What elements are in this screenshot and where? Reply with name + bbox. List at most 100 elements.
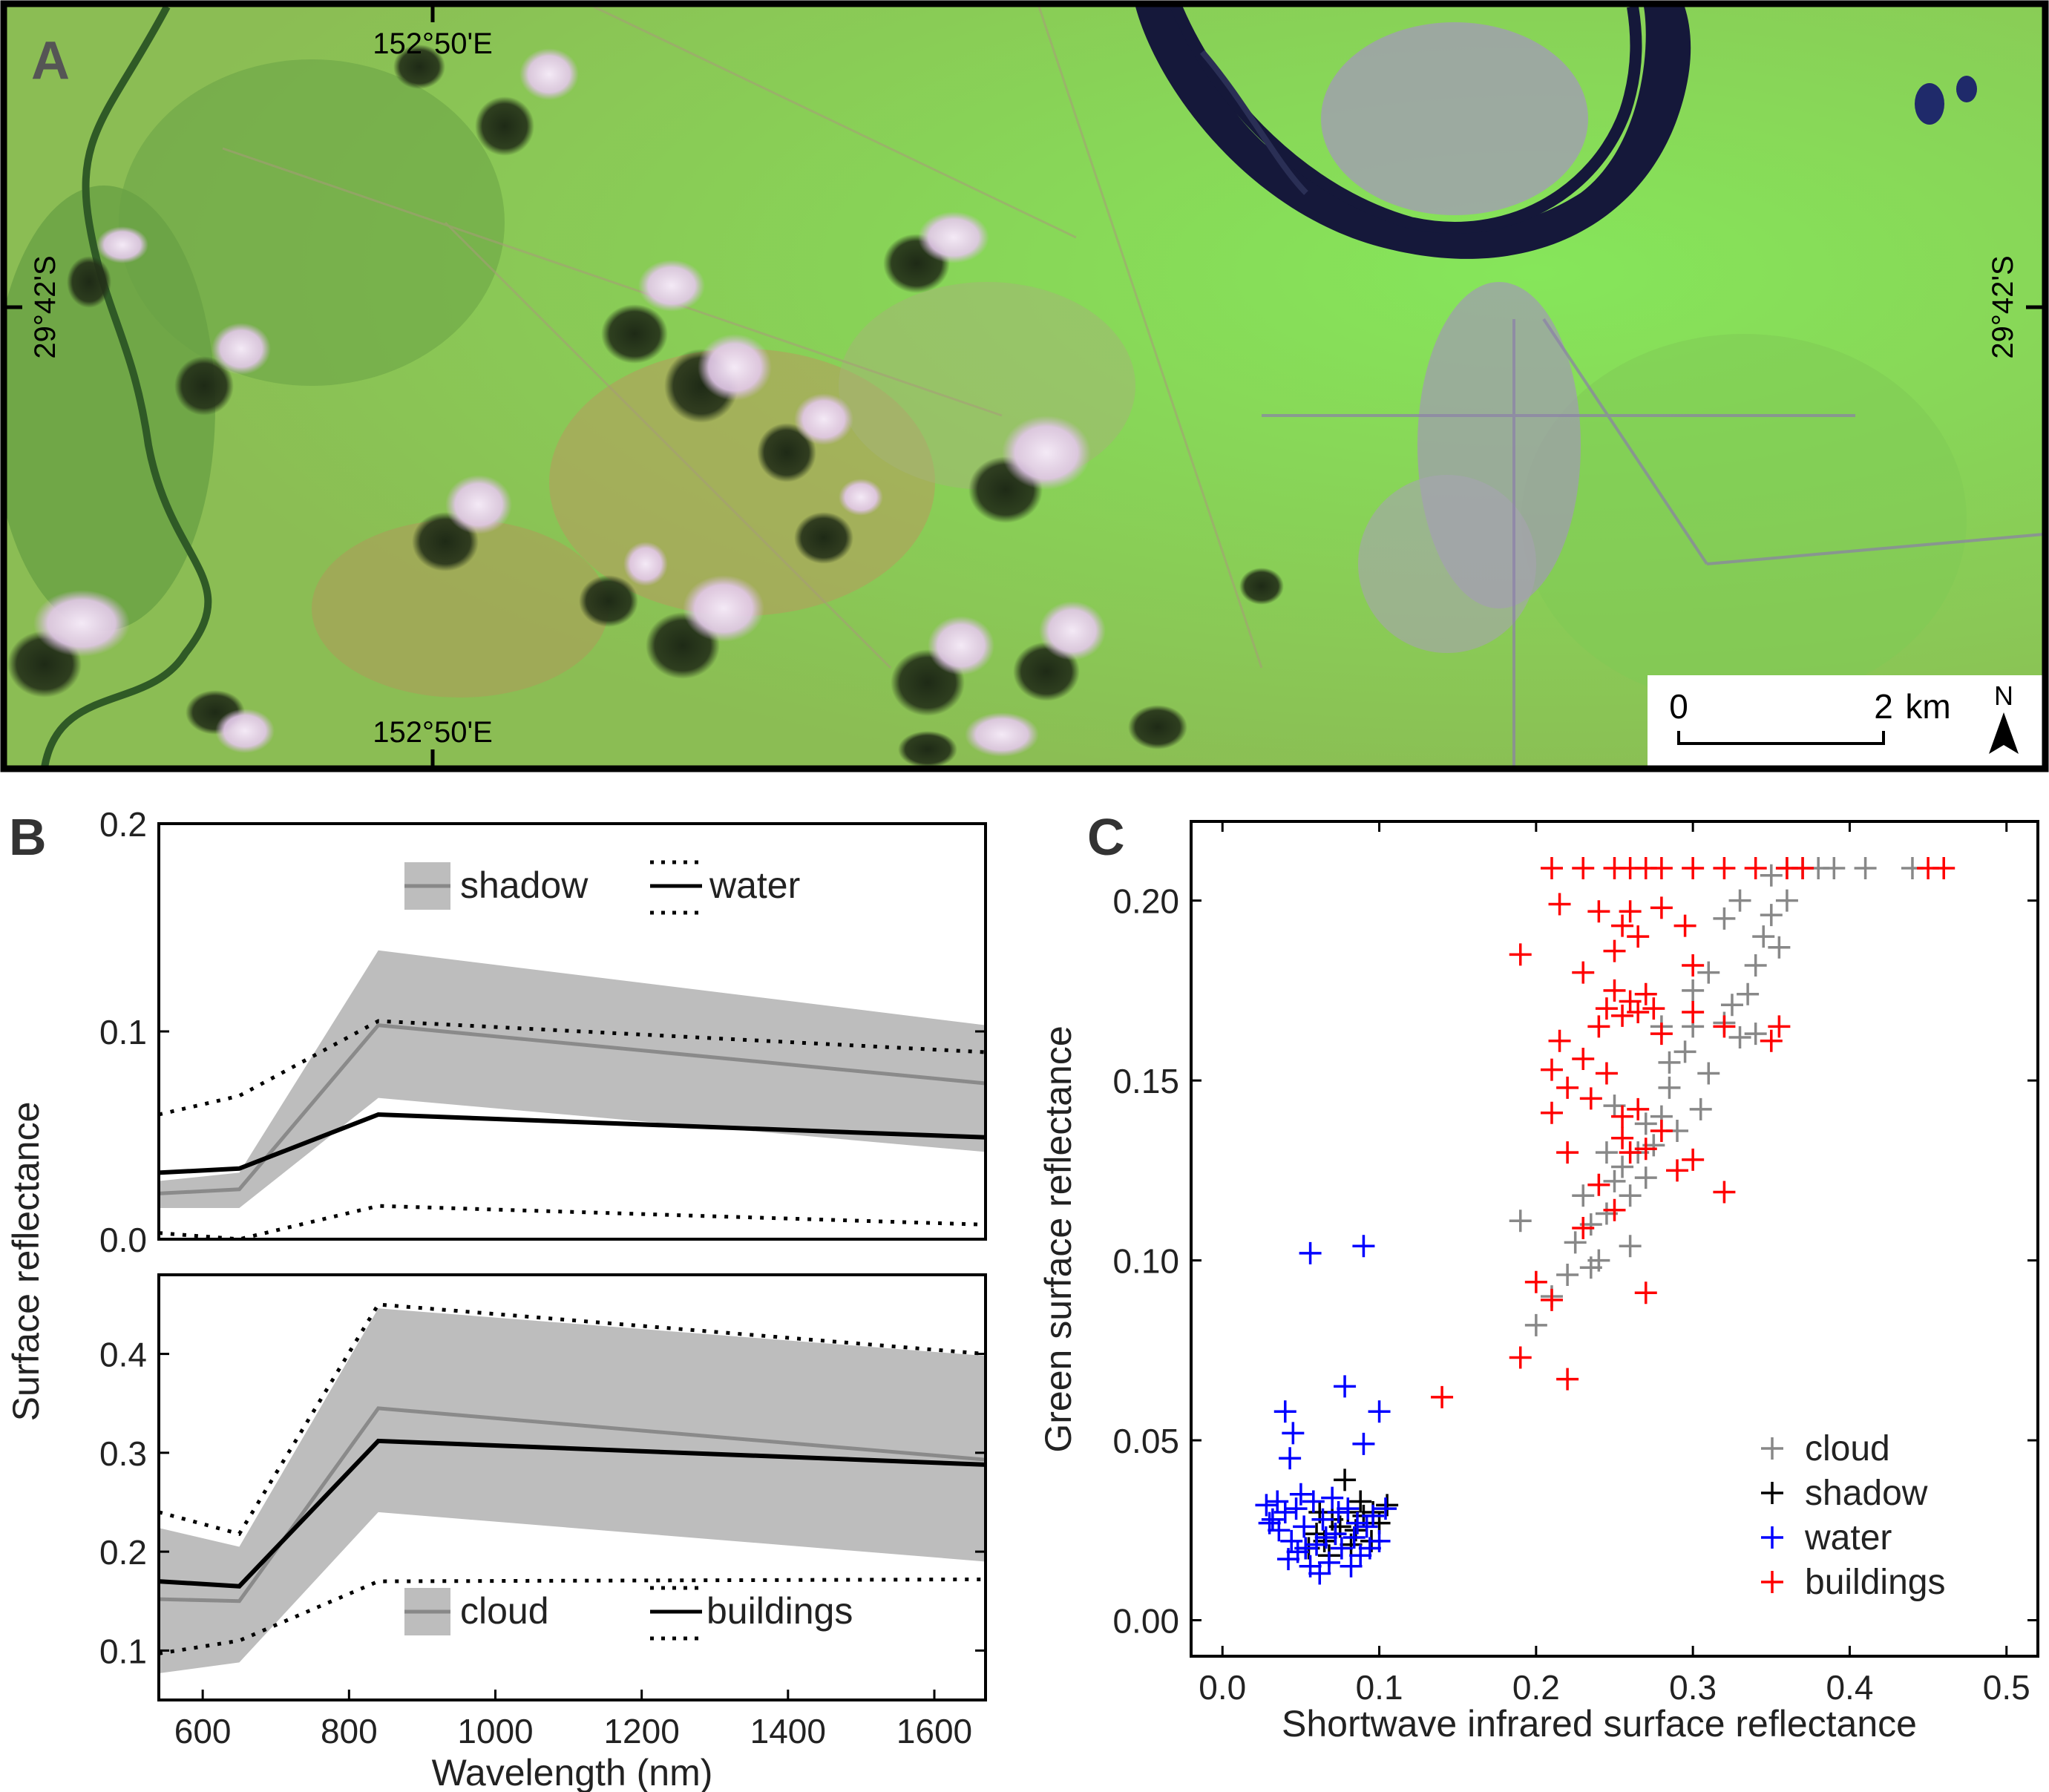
- town: [1321, 22, 1588, 215]
- buildings-point: [1673, 914, 1696, 937]
- legend-water: water: [709, 864, 800, 906]
- cloud-point: [1658, 1051, 1681, 1074]
- water-lower-line: [158, 1204, 986, 1241]
- buildings-point: [1619, 900, 1642, 923]
- y-tick-label: 0.20: [1112, 882, 1179, 921]
- cloud-mean-line: [158, 1406, 986, 1604]
- cloud-point: [1854, 857, 1877, 880]
- buildings-point: [1540, 1058, 1563, 1081]
- plot-b-bottom-frame: [157, 1273, 987, 1701]
- cloud-point: [1752, 925, 1775, 948]
- legend-water-marker: [1761, 1526, 1783, 1549]
- buildings-point: [1587, 1173, 1610, 1196]
- clouds: [7, 45, 1284, 767]
- water-point: [1330, 1537, 1353, 1560]
- buildings-point: [1548, 1029, 1571, 1052]
- x-tick-label: 1400: [750, 1712, 826, 1750]
- scale-zero: 0: [1669, 687, 1688, 726]
- buildings-point: [1650, 1120, 1673, 1143]
- water-point: [1340, 1555, 1363, 1578]
- buildings-point: [1768, 1015, 1791, 1038]
- x-tick-label: 0.4: [1826, 1668, 1873, 1707]
- y-tick-label: 0.3: [99, 1434, 147, 1473]
- cloud-point: [1697, 1062, 1720, 1085]
- buildings-point: [1627, 1001, 1650, 1023]
- cloud-point: [1509, 1210, 1532, 1233]
- buildings-point: [1744, 857, 1767, 880]
- buildings-upper-line: [158, 1302, 986, 1537]
- x-tick-label: 600: [174, 1712, 232, 1750]
- water-point: [1289, 1483, 1312, 1506]
- x-tick-label: 0.2: [1512, 1668, 1560, 1707]
- buildings-point: [1603, 979, 1626, 1002]
- shadow-point: [1349, 1490, 1372, 1513]
- b-ylabel: Surface reflectance: [5, 1102, 47, 1422]
- cloud-point: [1619, 1184, 1642, 1207]
- buildings-point: [1556, 1368, 1579, 1391]
- cloud-point: [1760, 864, 1783, 887]
- cloud-point: [1823, 857, 1846, 880]
- water-point: [1279, 1447, 1302, 1470]
- north-label: N: [1994, 680, 2013, 711]
- plot-c-frame: [1190, 820, 2039, 1658]
- water-point: [1258, 1512, 1281, 1535]
- water-mean-line: [158, 1112, 986, 1175]
- cloud-point: [1634, 1112, 1657, 1135]
- y-tick-label: 0.10: [1112, 1242, 1179, 1281]
- legend-c-shadow: shadow: [1805, 1474, 1928, 1513]
- buildings-point: [1682, 857, 1705, 880]
- lon-label-top: 152°50'E: [373, 27, 493, 60]
- cloud-point: [1524, 1313, 1547, 1336]
- buildings-point: [1587, 900, 1610, 923]
- legend-c-buildings: buildings: [1805, 1563, 1945, 1602]
- cloud-point: [1775, 889, 1798, 912]
- buildings-point: [1431, 1385, 1454, 1408]
- x-tick-label: 0.5: [1983, 1668, 2030, 1707]
- buildings-point: [1579, 1087, 1602, 1110]
- cloud-point: [1720, 994, 1743, 1017]
- satellite-map: 152°50'E 152°50'E 29°42'S 29°42'S 0 2 km…: [7, 7, 2044, 767]
- cloud-point: [1744, 1023, 1767, 1046]
- water-point: [1337, 1497, 1360, 1520]
- cloud-point: [1564, 1231, 1587, 1254]
- water-point: [1294, 1537, 1317, 1560]
- x-tick-label: 0.1: [1356, 1668, 1403, 1707]
- buildings-point: [1634, 982, 1657, 1005]
- water-point: [1362, 1504, 1385, 1527]
- buildings-point: [1760, 1029, 1783, 1052]
- buildings-point: [1540, 857, 1563, 880]
- legend-cloud: cloud: [460, 1590, 549, 1632]
- buildings-point: [1509, 943, 1532, 966]
- buildings-point: [1713, 1015, 1736, 1038]
- buildings-point: [1572, 961, 1595, 984]
- water-point: [1314, 1526, 1337, 1549]
- scale-bar: 0 2 km N: [1648, 675, 2044, 767]
- y-tick-label: 0.0: [99, 1221, 147, 1259]
- cloud-point: [1728, 1025, 1751, 1048]
- legend-c-water: water: [1804, 1518, 1892, 1558]
- y-tick-label: 0.00: [1112, 1602, 1179, 1641]
- water-point: [1368, 1400, 1391, 1423]
- legend-c: cloud shadow water buildings: [1761, 1429, 1945, 1602]
- x-tick-label: 0.0: [1199, 1668, 1246, 1707]
- water-point: [1374, 1497, 1397, 1520]
- water-point: [1317, 1551, 1340, 1574]
- legend-shadow-marker: [1761, 1482, 1783, 1504]
- shadow-point: [1376, 1494, 1399, 1517]
- panel-label-c: C: [1087, 808, 1125, 866]
- buildings-point: [1682, 1001, 1705, 1023]
- b-xlabel: Wavelength (nm): [432, 1752, 713, 1792]
- buildings-point: [1611, 1126, 1634, 1149]
- legend-b-top: shadow water: [404, 860, 800, 915]
- water-point: [1299, 1241, 1322, 1264]
- y-tick-label: 0.1: [99, 1013, 147, 1051]
- legend-b-bottom: cloud buildings: [404, 1586, 853, 1641]
- water-point: [1302, 1490, 1325, 1513]
- buildings-point: [1932, 857, 1955, 880]
- legend-cloud-marker: [1761, 1437, 1783, 1460]
- x-tick-label: 1000: [457, 1712, 533, 1750]
- x-tick-label: 1200: [603, 1712, 679, 1750]
- main-river: [1135, 7, 1691, 259]
- cloud-point: [1760, 904, 1783, 927]
